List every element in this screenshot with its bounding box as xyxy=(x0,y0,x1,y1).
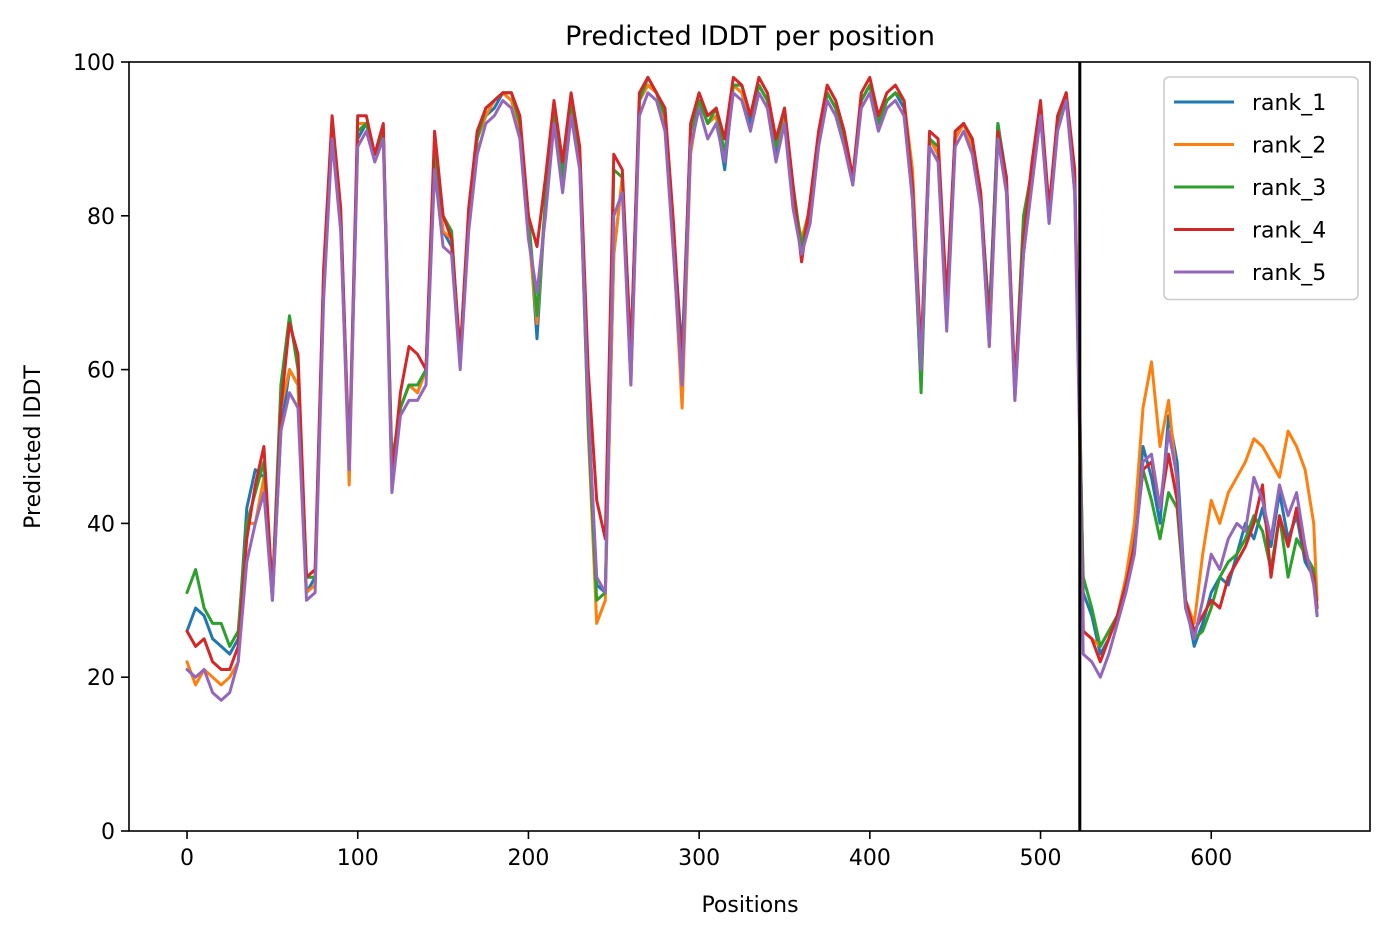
y-tick-label: 0 xyxy=(101,820,115,845)
legend-label: rank_5 xyxy=(1252,261,1326,286)
legend: rank_1 rank_2 rank_3 rank_4 rank_5 xyxy=(1163,76,1359,301)
x-tick-label: 0 xyxy=(180,846,194,871)
legend-label: rank_2 xyxy=(1252,134,1326,159)
x-tick-label: 300 xyxy=(678,846,720,871)
chart-title: Predicted lDDT per position xyxy=(565,21,935,52)
x-tick-label: 500 xyxy=(1020,846,1062,871)
x-axis-label: Positions xyxy=(701,893,798,918)
x-tick-label: 600 xyxy=(1190,846,1232,871)
y-tick-label: 80 xyxy=(87,205,115,230)
legend-label: rank_4 xyxy=(1252,219,1326,244)
x-tick-label: 200 xyxy=(507,846,549,871)
y-tick-label: 100 xyxy=(73,51,115,76)
legend-label: rank_3 xyxy=(1252,176,1326,201)
series-line-rank-5 xyxy=(185,91,1319,702)
series-lines xyxy=(185,75,1319,702)
y-tick-label: 60 xyxy=(87,359,115,384)
y-tick-label: 20 xyxy=(87,666,115,691)
x-tick-label: 400 xyxy=(849,846,891,871)
y-tick-label: 40 xyxy=(87,512,115,537)
series-layer xyxy=(185,62,1319,831)
axes-layer: 0 100 200 300 400 500 600 0 20 40 60 80 100 xyxy=(73,51,1371,871)
x-tick-label: 100 xyxy=(337,846,379,871)
legend-label: rank_1 xyxy=(1252,91,1326,116)
plot-frame xyxy=(128,61,1371,832)
y-axis-label: Predicted lDDT xyxy=(21,365,46,529)
legend-box xyxy=(1163,76,1359,301)
series-line-rank-4 xyxy=(185,75,1319,671)
